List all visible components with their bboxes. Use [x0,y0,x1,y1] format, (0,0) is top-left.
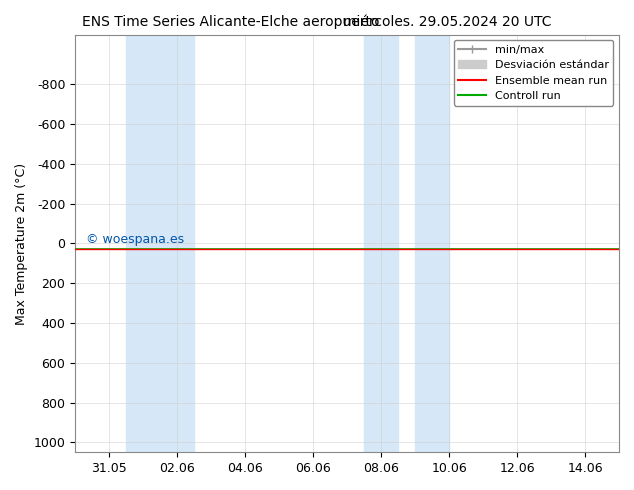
Text: © woespana.es: © woespana.es [86,233,184,246]
Bar [364,35,398,452]
Bar [415,35,449,452]
Text: ENS Time Series Alicante-Elche aeropuerto: ENS Time Series Alicante-Elche aeropuert… [82,15,380,29]
Text: miércoles. 29.05.2024 20 UTC: miércoles. 29.05.2024 20 UTC [343,15,552,29]
Legend: min/max, Desviación estándar, Ensemble mean run, Controll run: min/max, Desviación estándar, Ensemble m… [454,40,614,106]
Y-axis label: Max Temperature 2m (°C): Max Temperature 2m (°C) [15,162,28,324]
Bar [126,35,194,452]
